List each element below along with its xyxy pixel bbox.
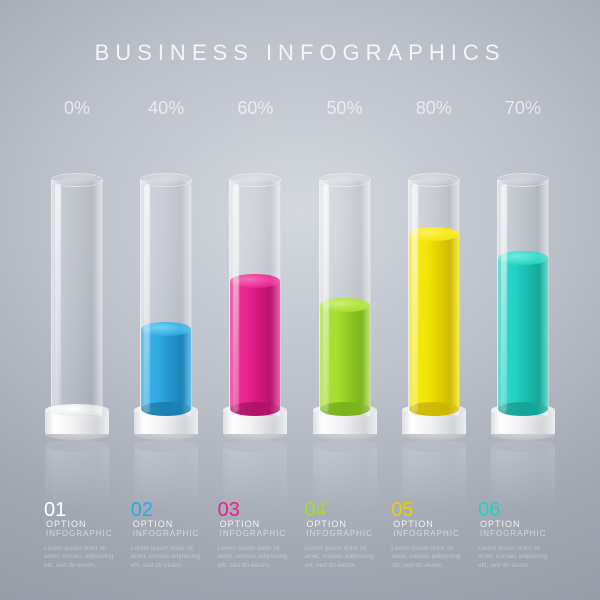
option-line2: INFOGRAPHIC [393, 530, 460, 539]
option-number: 06 [478, 500, 500, 520]
option-line2: INFOGRAPHIC [46, 530, 113, 539]
tube-column: 0% [44, 88, 110, 440]
option-number: 01 [44, 500, 66, 520]
option-lorem: Lorem ipsum dolor sit amet, consec adipi… [44, 545, 122, 570]
options-row: 01OPTIONINFOGRAPHICLorem ipsum dolor sit… [44, 500, 556, 570]
option-lorem: Lorem ipsum dolor sit amet, consec adipi… [478, 545, 556, 570]
option-line2: INFOGRAPHIC [220, 530, 287, 539]
glass-highlight [501, 184, 507, 412]
option-item: 01OPTIONINFOGRAPHIC Lorem ipsum dolor sit… [44, 500, 122, 570]
option-number: 02 [131, 500, 153, 520]
glass-highlight [412, 184, 418, 412]
glass-top-rim [408, 173, 460, 187]
tube-percent-label: 60% [222, 98, 288, 119]
glass-top-rim [319, 173, 371, 187]
tube [140, 180, 192, 440]
tube-column: 60% [222, 88, 288, 440]
tube [408, 180, 460, 440]
option-lorem: Lorem ipsum dolor sit amet, consec adipi… [304, 545, 382, 570]
option-item: 06OPTIONINFOGRAPHIC Lorem ipsum dolor sit… [478, 500, 556, 570]
option-item: 03OPTIONINFOGRAPHIC Lorem ipsum dolor sit… [218, 500, 296, 570]
option-labels: OPTIONINFOGRAPHIC [393, 520, 460, 539]
glass-top-rim [51, 173, 103, 187]
option-labels: OPTIONINFOGRAPHIC [220, 520, 287, 539]
glass-top-rim [229, 173, 281, 187]
glass-highlight [55, 184, 61, 412]
option-item: 02OPTIONINFOGRAPHIC Lorem ipsum dolor sit… [131, 500, 209, 570]
glass-highlight [323, 184, 329, 412]
option-line2: INFOGRAPHIC [133, 530, 200, 539]
option-labels: OPTIONINFOGRAPHIC [306, 520, 373, 539]
tube [229, 180, 281, 440]
tube-percent-label: 50% [312, 98, 378, 119]
option-lorem: Lorem ipsum dolor sit amet, consec adipi… [218, 545, 296, 570]
option-number: 03 [218, 500, 240, 520]
option-labels: OPTIONINFOGRAPHIC [133, 520, 200, 539]
tube [51, 180, 103, 440]
option-labels: OPTIONINFOGRAPHIC [480, 520, 547, 539]
tube-chart: 0% 40% 60% 50% 80% 70% [44, 88, 556, 440]
option-item: 04OPTIONINFOGRAPHIC Lorem ipsum dolor sit… [304, 500, 382, 570]
glass-top-rim [497, 173, 549, 187]
option-lorem: Lorem ipsum dolor sit amet, consec adipi… [391, 545, 469, 570]
tube [497, 180, 549, 440]
infographic-canvas: BUSINESS INFOGRAPHICS 0%40%60%50%80%70% … [0, 0, 600, 600]
tube-percent-label: 70% [490, 98, 556, 119]
option-item: 05OPTIONINFOGRAPHIC Lorem ipsum dolor sit… [391, 500, 469, 570]
glass-top-rim [140, 173, 192, 187]
tube-column: 80% [401, 88, 467, 440]
tube-percent-label: 80% [401, 98, 467, 119]
option-number: 05 [391, 500, 413, 520]
page-title: BUSINESS INFOGRAPHICS [0, 40, 600, 66]
option-line2: INFOGRAPHIC [306, 530, 373, 539]
tube-column: 40% [133, 88, 199, 440]
option-lorem: Lorem ipsum dolor sit amet, consec adipi… [131, 545, 209, 570]
option-number: 04 [304, 500, 326, 520]
tube-percent-label: 40% [133, 98, 199, 119]
tube-percent-label: 0% [44, 98, 110, 119]
option-labels: OPTIONINFOGRAPHIC [46, 520, 113, 539]
tube-column: 50% [312, 88, 378, 440]
glass-highlight [144, 184, 150, 412]
tube-column: 70% [490, 88, 556, 440]
option-line2: INFOGRAPHIC [480, 530, 547, 539]
glass-highlight [233, 184, 239, 412]
tube [319, 180, 371, 440]
